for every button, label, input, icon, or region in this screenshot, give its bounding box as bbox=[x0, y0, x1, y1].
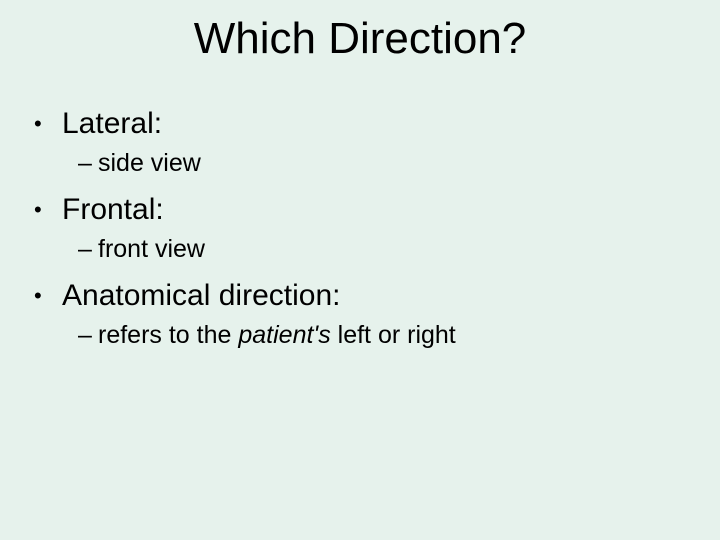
bullet-row: • Anatomical direction: bbox=[34, 276, 720, 317]
sub-bullet-row: – side view bbox=[34, 145, 720, 183]
bullet-text: Anatomical direction: bbox=[62, 276, 340, 317]
bullet-marker-icon: • bbox=[34, 281, 62, 311]
sub-suffix: left or right bbox=[331, 321, 456, 349]
bullet-text: Lateral: bbox=[62, 104, 162, 145]
sub-marker-icon: – bbox=[78, 231, 98, 269]
sub-bullet-row: – front view bbox=[34, 231, 720, 269]
bullet-item: • Anatomical direction: – refers to the … bbox=[34, 276, 720, 354]
bullet-text: Frontal: bbox=[62, 190, 164, 231]
bullet-marker-icon: • bbox=[34, 109, 62, 139]
sub-bullet-text: front view bbox=[98, 231, 205, 269]
sub-italic: patient's bbox=[238, 321, 330, 349]
sub-bullet-text: refers to the patient's left or right bbox=[98, 317, 456, 355]
sub-bullet-text: side view bbox=[98, 145, 201, 183]
bullet-marker-icon: • bbox=[34, 195, 62, 225]
bullet-item: • Frontal: – front view bbox=[34, 190, 720, 268]
bullet-row: • Lateral: bbox=[34, 104, 720, 145]
sub-marker-icon: – bbox=[78, 145, 98, 183]
bullet-row: • Frontal: bbox=[34, 190, 720, 231]
slide-content: • Lateral: – side view • Frontal: – fron… bbox=[0, 74, 720, 354]
bullet-item: • Lateral: – side view bbox=[34, 104, 720, 182]
sub-prefix: refers to the bbox=[98, 321, 238, 349]
sub-marker-icon: – bbox=[78, 317, 98, 355]
sub-bullet-row: – refers to the patient's left or right bbox=[34, 317, 720, 355]
slide-title: Which Direction? bbox=[0, 0, 720, 74]
